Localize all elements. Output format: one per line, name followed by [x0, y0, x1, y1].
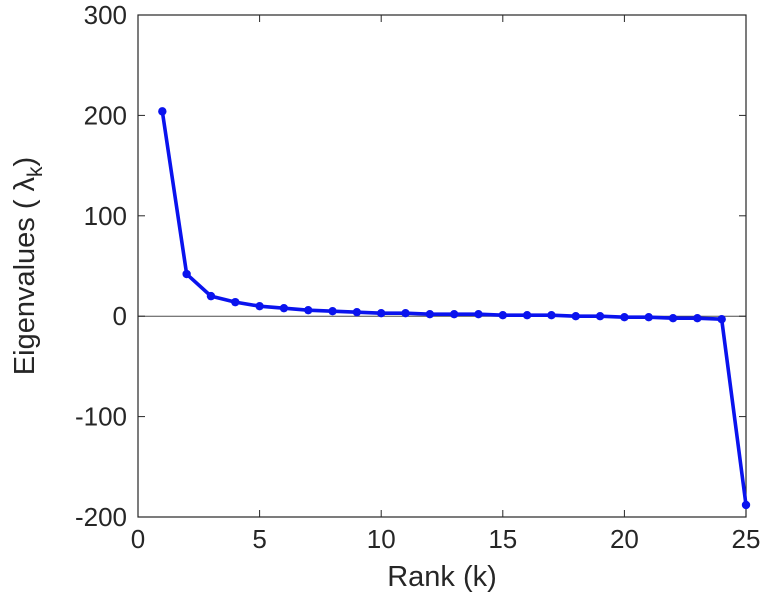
data-point — [668, 314, 678, 323]
x-tick-label: 5 — [252, 524, 266, 554]
data-point — [328, 306, 337, 316]
data-point — [571, 312, 580, 321]
data-point — [182, 269, 191, 279]
data-point — [255, 301, 264, 311]
x-tick-label: 25 — [732, 524, 761, 554]
x-tick-label: 20 — [610, 524, 639, 554]
data-point — [693, 314, 702, 323]
x-axis-label: Rank (k) — [387, 561, 497, 593]
data-point — [547, 310, 556, 320]
y-tick-label: 200 — [84, 100, 127, 130]
y-tick-label: 300 — [84, 0, 127, 30]
data-point — [717, 315, 726, 324]
y-axis-label: Eigenvalues ( λk) — [9, 157, 47, 375]
y-tick-label: 0 — [113, 301, 127, 331]
data-point — [522, 310, 532, 320]
x-tick-label: 0 — [131, 524, 145, 554]
data-point — [425, 309, 435, 319]
data-point — [449, 309, 459, 319]
data-point — [279, 303, 289, 313]
data-point — [644, 313, 653, 322]
plot-box — [137, 14, 747, 518]
x-tick-label: 15 — [488, 524, 517, 554]
data-point — [741, 500, 751, 510]
data-point — [304, 305, 313, 315]
data-point — [231, 297, 240, 307]
x-tick-label: 10 — [367, 524, 396, 554]
data-point — [352, 307, 362, 317]
data-point — [158, 107, 167, 116]
data-point — [498, 310, 507, 320]
data-point — [474, 309, 483, 319]
y-tick-label: -100 — [75, 402, 127, 432]
data-point — [206, 291, 216, 301]
y-tick-label: 100 — [84, 201, 127, 231]
data-point — [401, 308, 410, 318]
data-line — [160, 109, 748, 507]
data-point — [595, 312, 605, 321]
data-point — [620, 313, 629, 322]
y-tick-label: -200 — [75, 502, 127, 532]
data-point — [377, 308, 386, 318]
